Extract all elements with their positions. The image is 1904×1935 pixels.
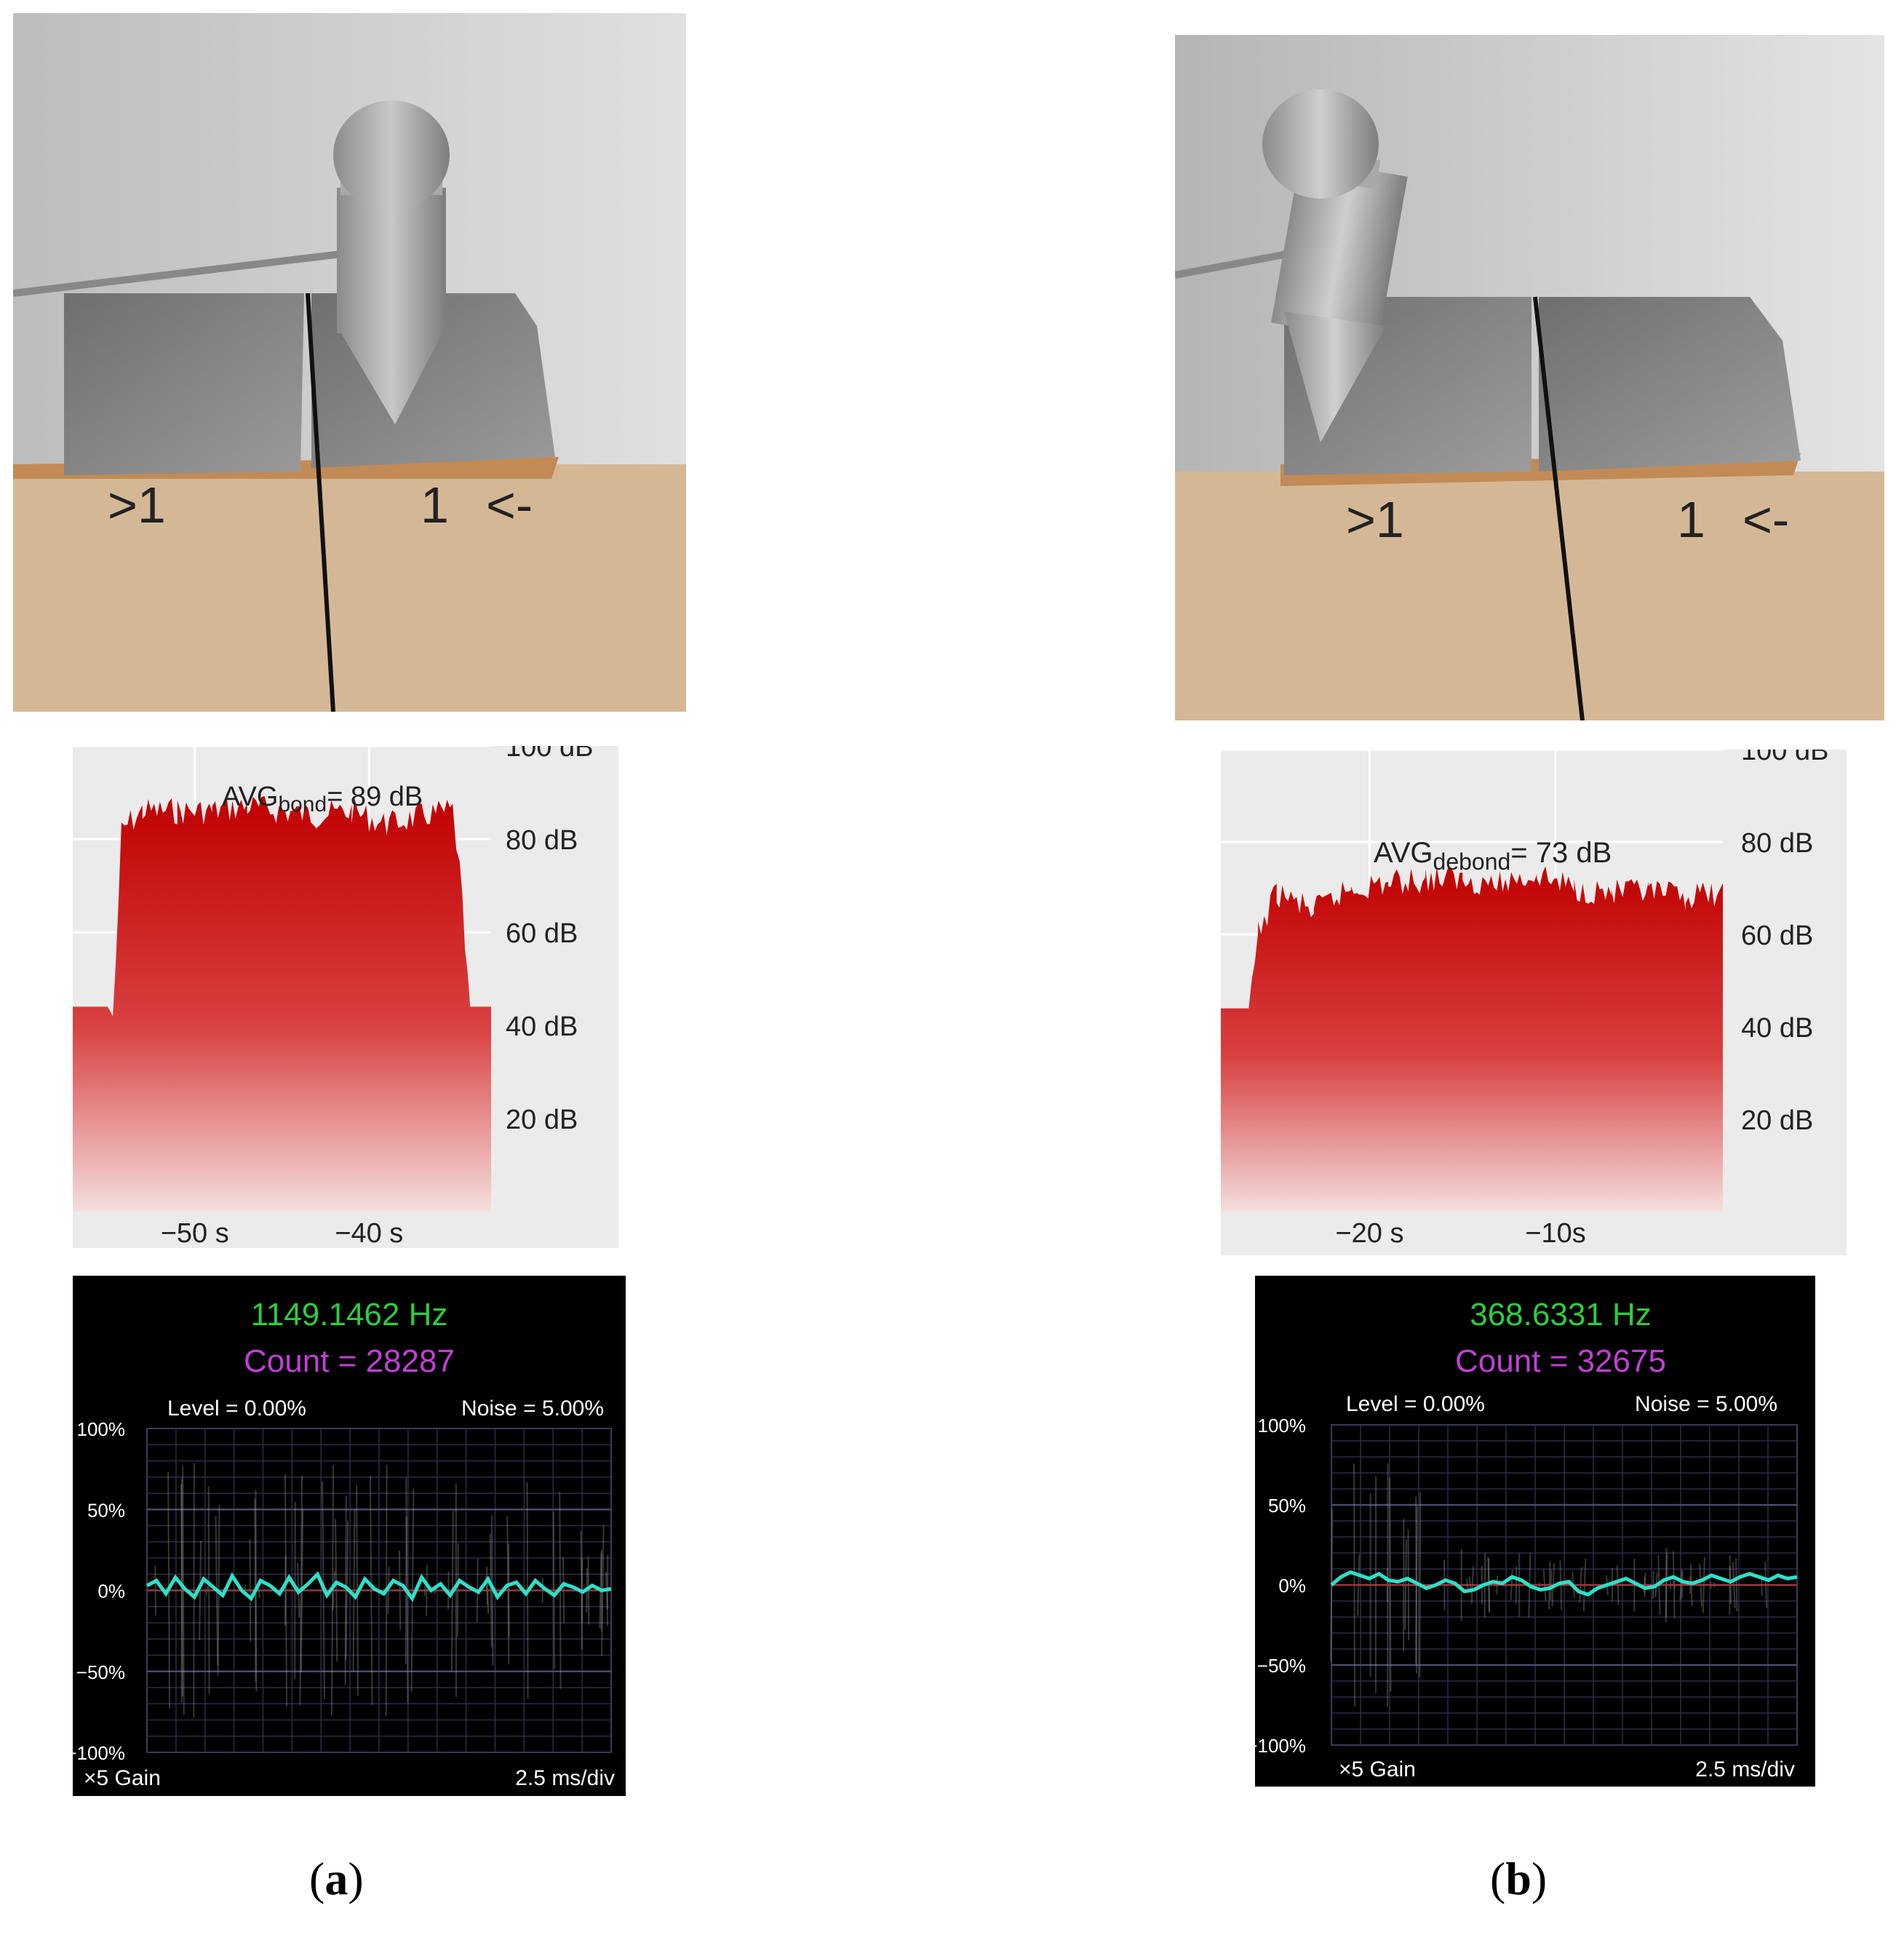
- scope-y-tick: 0%: [97, 1581, 125, 1602]
- avg-annotation: AVGbond= 89 dB: [222, 782, 423, 816]
- frequency-readout: 368.6331 Hz: [1470, 1297, 1652, 1332]
- sound-level-chart-bonded: 100 dB 80 dB 60 dB 40 dB 20 dB −50 s −40 s AV…: [73, 746, 618, 1248]
- y-tick-label: 20 dB: [506, 1105, 578, 1135]
- level-readout: Level = 0.00%: [1346, 1392, 1485, 1416]
- svg-text:>1: >1: [1346, 491, 1404, 548]
- level-readout: Level = 0.00%: [167, 1396, 306, 1421]
- scope-y-tick: −100%: [73, 1742, 125, 1764]
- svg-text:<-: <-: [486, 477, 533, 533]
- noise-readout: Noise = 5.00%: [461, 1396, 604, 1421]
- gain-label: ×5 Gain: [84, 1766, 161, 1790]
- sound-level-plot: 100 dB 80 dB 60 dB 40 dB 20 dB −50 s −40 s AV…: [73, 746, 593, 1248]
- scope-signal-trace: [1330, 1570, 1798, 1597]
- level-area: [1221, 866, 1723, 1212]
- timebase-label: 2.5 ms/div: [1695, 1757, 1795, 1781]
- svg-text:<-: <-: [1742, 491, 1789, 548]
- x-tick-label: −20 s: [1335, 1218, 1403, 1249]
- scope-y-tick: −100%: [1255, 1735, 1306, 1757]
- y-tick-label: 60 dB: [506, 918, 578, 949]
- svg-text:>1: >1: [108, 477, 166, 533]
- scope-y-tick: 50%: [87, 1499, 125, 1521]
- gain-label: ×5 Gain: [1339, 1757, 1416, 1781]
- svg-text:1: 1: [421, 477, 449, 533]
- y-tick-label: 100 dB: [1741, 750, 1828, 766]
- y-tick-label: 20 dB: [1741, 1105, 1813, 1136]
- oscilloscope-debonded: 368.6331 Hz Count = 32675 Level = 0.00% …: [1255, 1276, 1815, 1787]
- x-tick-label: −40 s: [335, 1218, 403, 1248]
- y-tick-label: 60 dB: [1741, 921, 1813, 951]
- timebase-label: 2.5 ms/div: [515, 1766, 615, 1790]
- photo-bonded-specimen: >1 1 <-: [13, 13, 686, 712]
- y-tick-label: 80 dB: [1741, 828, 1813, 859]
- photo-debonded-specimen: >1 1 <-: [1175, 35, 1884, 720]
- scope-y-tick: 0%: [1278, 1575, 1306, 1597]
- x-tick-label: −10s: [1525, 1218, 1585, 1249]
- subfigure-label-a: (a): [309, 1853, 364, 1904]
- avg-annotation: AVGdebond= 73 dB: [1374, 837, 1612, 875]
- subfigure-label-b: (b): [1490, 1853, 1548, 1904]
- sound-level-plot: 100 dB 80 dB 60 dB 40 dB 20 dB −20 s −10s AVG…: [1221, 750, 1828, 1249]
- count-readout: Count = 32675: [1455, 1343, 1666, 1379]
- scope-signal-trace: [146, 1570, 612, 1602]
- scope-y-tick: −50%: [1257, 1655, 1306, 1677]
- frequency-readout: 1149.1462 Hz: [251, 1297, 448, 1332]
- noise-readout: Noise = 5.00%: [1635, 1392, 1777, 1416]
- scope-y-tick: −50%: [76, 1661, 125, 1683]
- x-tick-label: −50 s: [161, 1218, 229, 1248]
- sound-level-chart-debonded: 100 dB 80 dB 60 dB 40 dB 20 dB −20 s −10s AVG…: [1221, 750, 1847, 1255]
- level-area: [73, 796, 491, 1212]
- y-tick-label: 40 dB: [506, 1012, 578, 1042]
- count-readout: Count = 28287: [244, 1343, 455, 1379]
- oscilloscope-bonded: 1149.1462 Hz Count = 28287 Level = 0.00%…: [73, 1276, 626, 1796]
- scope-y-tick: 100%: [77, 1418, 126, 1440]
- scope-y-tick: 100%: [1258, 1415, 1307, 1437]
- y-tick-label: 40 dB: [1741, 1013, 1813, 1044]
- svg-text:1: 1: [1677, 491, 1705, 548]
- y-tick-label: 100 dB: [506, 746, 593, 763]
- y-tick-label: 80 dB: [506, 825, 578, 856]
- scope-y-tick: 50%: [1268, 1495, 1306, 1517]
